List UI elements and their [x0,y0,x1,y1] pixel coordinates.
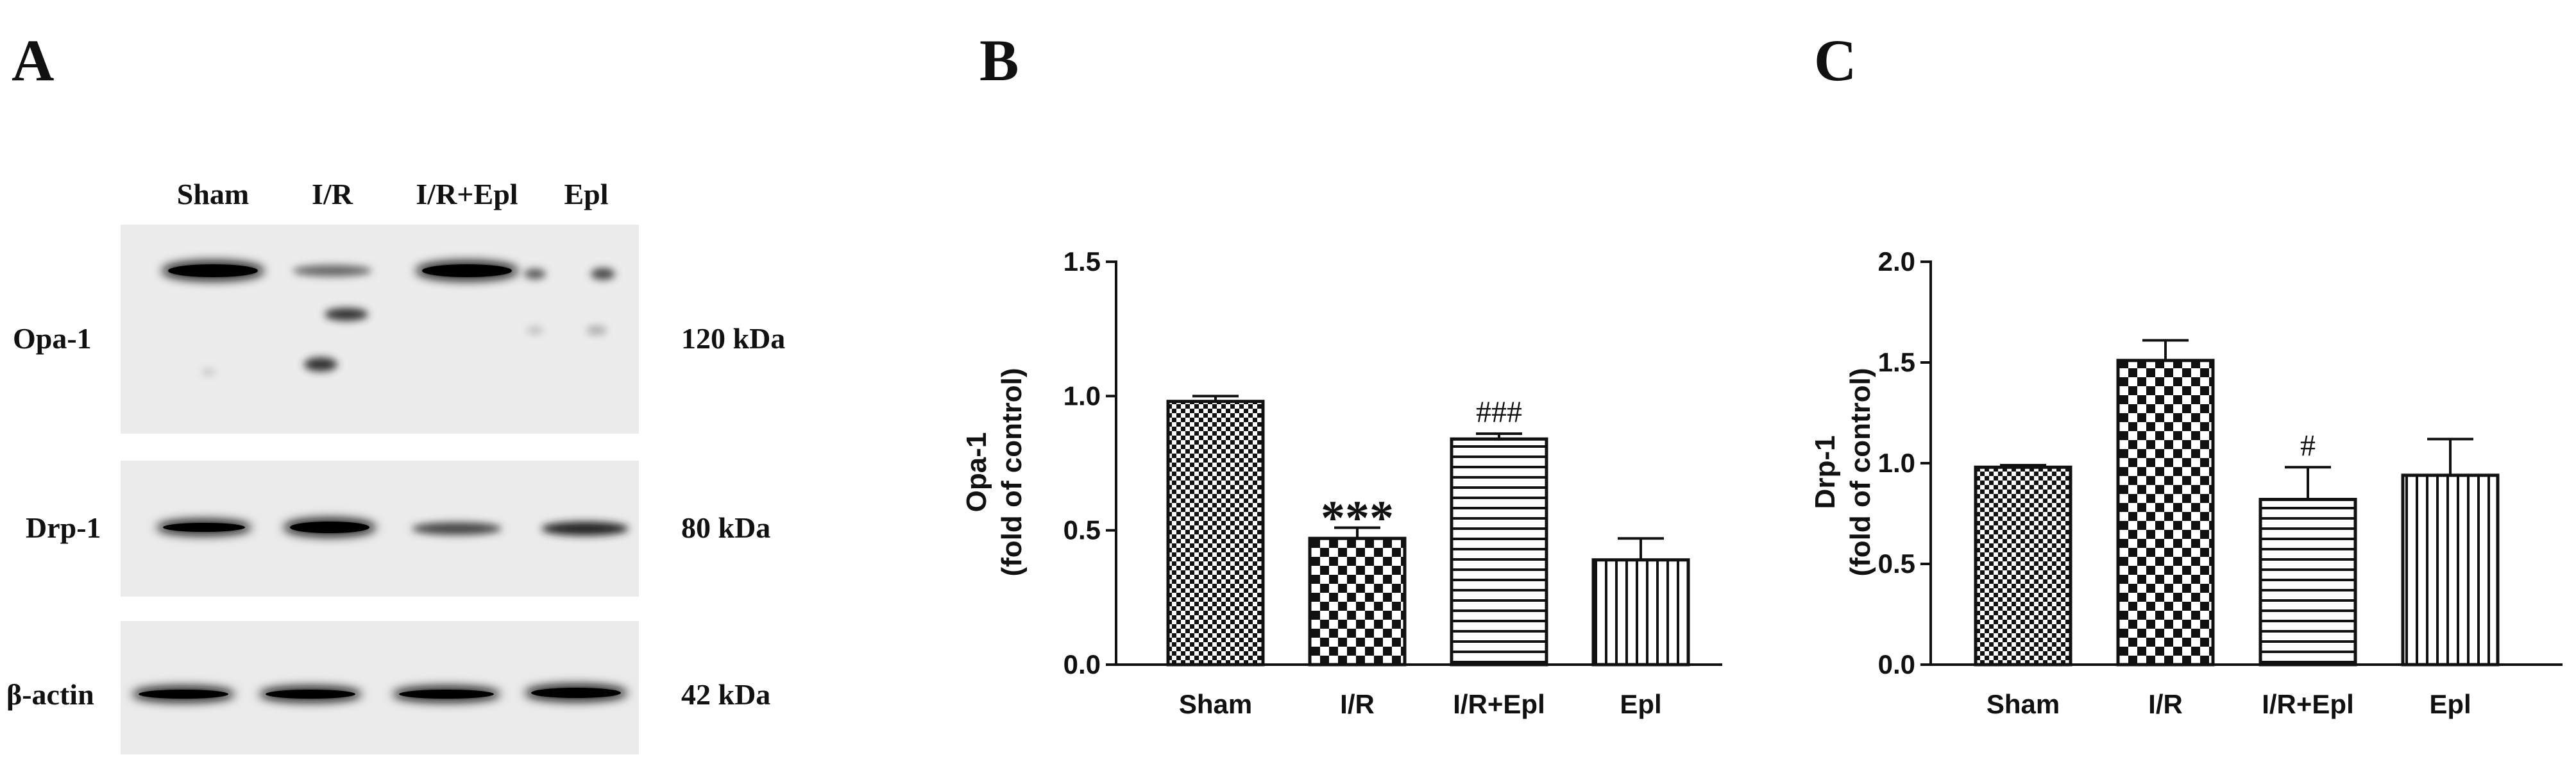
y-tick-label: 1.0 [1878,448,1915,478]
bar [2258,498,2357,667]
x-tick-label: I/R+Epl [2262,689,2354,719]
blot-lane-label: I/R+Epl [416,178,518,210]
x-tick-label: Epl [1620,689,1661,719]
y-tick-label: 0.0 [1063,649,1101,679]
western-blot: Sham I/R I/R+Epl Epl [6,178,785,754]
bar [1591,558,1690,667]
significance-label: # [2300,429,2316,463]
x-tick-label: Sham [1987,689,2060,719]
bar [1166,400,1265,667]
blot-size-label: 42 kDa [681,678,770,711]
y-tick-label: 2.0 [1878,246,1915,277]
y-axis-label: Opa-1 [961,432,992,513]
blot-bands-opa1 [162,261,615,376]
blot-lane-label: Epl [564,178,608,210]
x-tick-label: Epl [2429,689,2471,719]
bar [2116,359,2215,667]
y-tick-label: 1.5 [1063,246,1101,277]
y-axis-label-unit: (fold of control) [1845,368,1876,576]
blot-lane-label: I/R [312,178,353,210]
panel-letter-a: A [12,28,54,93]
blot-lane-label: Sham [177,178,249,210]
blot-size-label: 120 kDa [681,322,785,355]
bar [1450,437,1548,667]
x-tick-label: I/R [1340,689,1375,719]
blot-protein-label: Opa-1 [13,322,92,355]
significance-label: ### [1476,395,1522,429]
y-tick-label: 0.5 [1063,515,1101,545]
bar [1974,465,2072,667]
blot-bands-drp1 [157,518,629,536]
y-tick-label: 1.0 [1063,380,1101,411]
chart-opa1: 0.0 0.5 1.0 1.5 Opa-1 (fold of control) Sham I/… [961,246,1722,719]
y-tick-label: 0.5 [1878,549,1915,579]
blot-bands-actin [132,685,627,702]
x-tick-label: I/R+Epl [1453,689,1545,719]
x-tick-label: Sham [1179,689,1252,719]
x-tick-label: I/R [2148,689,2183,719]
blot-membrane-opa1 [121,225,639,434]
blot-protein-label: β-actin [6,678,94,711]
y-tick-label: 1.5 [1878,347,1915,377]
chart-drp1: 0.0 0.5 1.0 1.5 2.0 Drp-1 (fold of control) Sha… [1809,246,2563,719]
significance-label: *** [1321,491,1394,545]
y-tick-label: 0.0 [1878,649,1915,679]
blot-size-label: 80 kDa [681,511,770,544]
y-axis-label-unit: (fold of control) [996,368,1028,576]
bar [1308,536,1407,667]
panel-letter-c: C [1814,28,1856,93]
y-axis-label: Drp-1 [1809,436,1841,509]
bar [2401,473,2500,667]
panel-letter-b: B [979,28,1019,93]
blot-protein-label: Drp-1 [26,511,101,544]
